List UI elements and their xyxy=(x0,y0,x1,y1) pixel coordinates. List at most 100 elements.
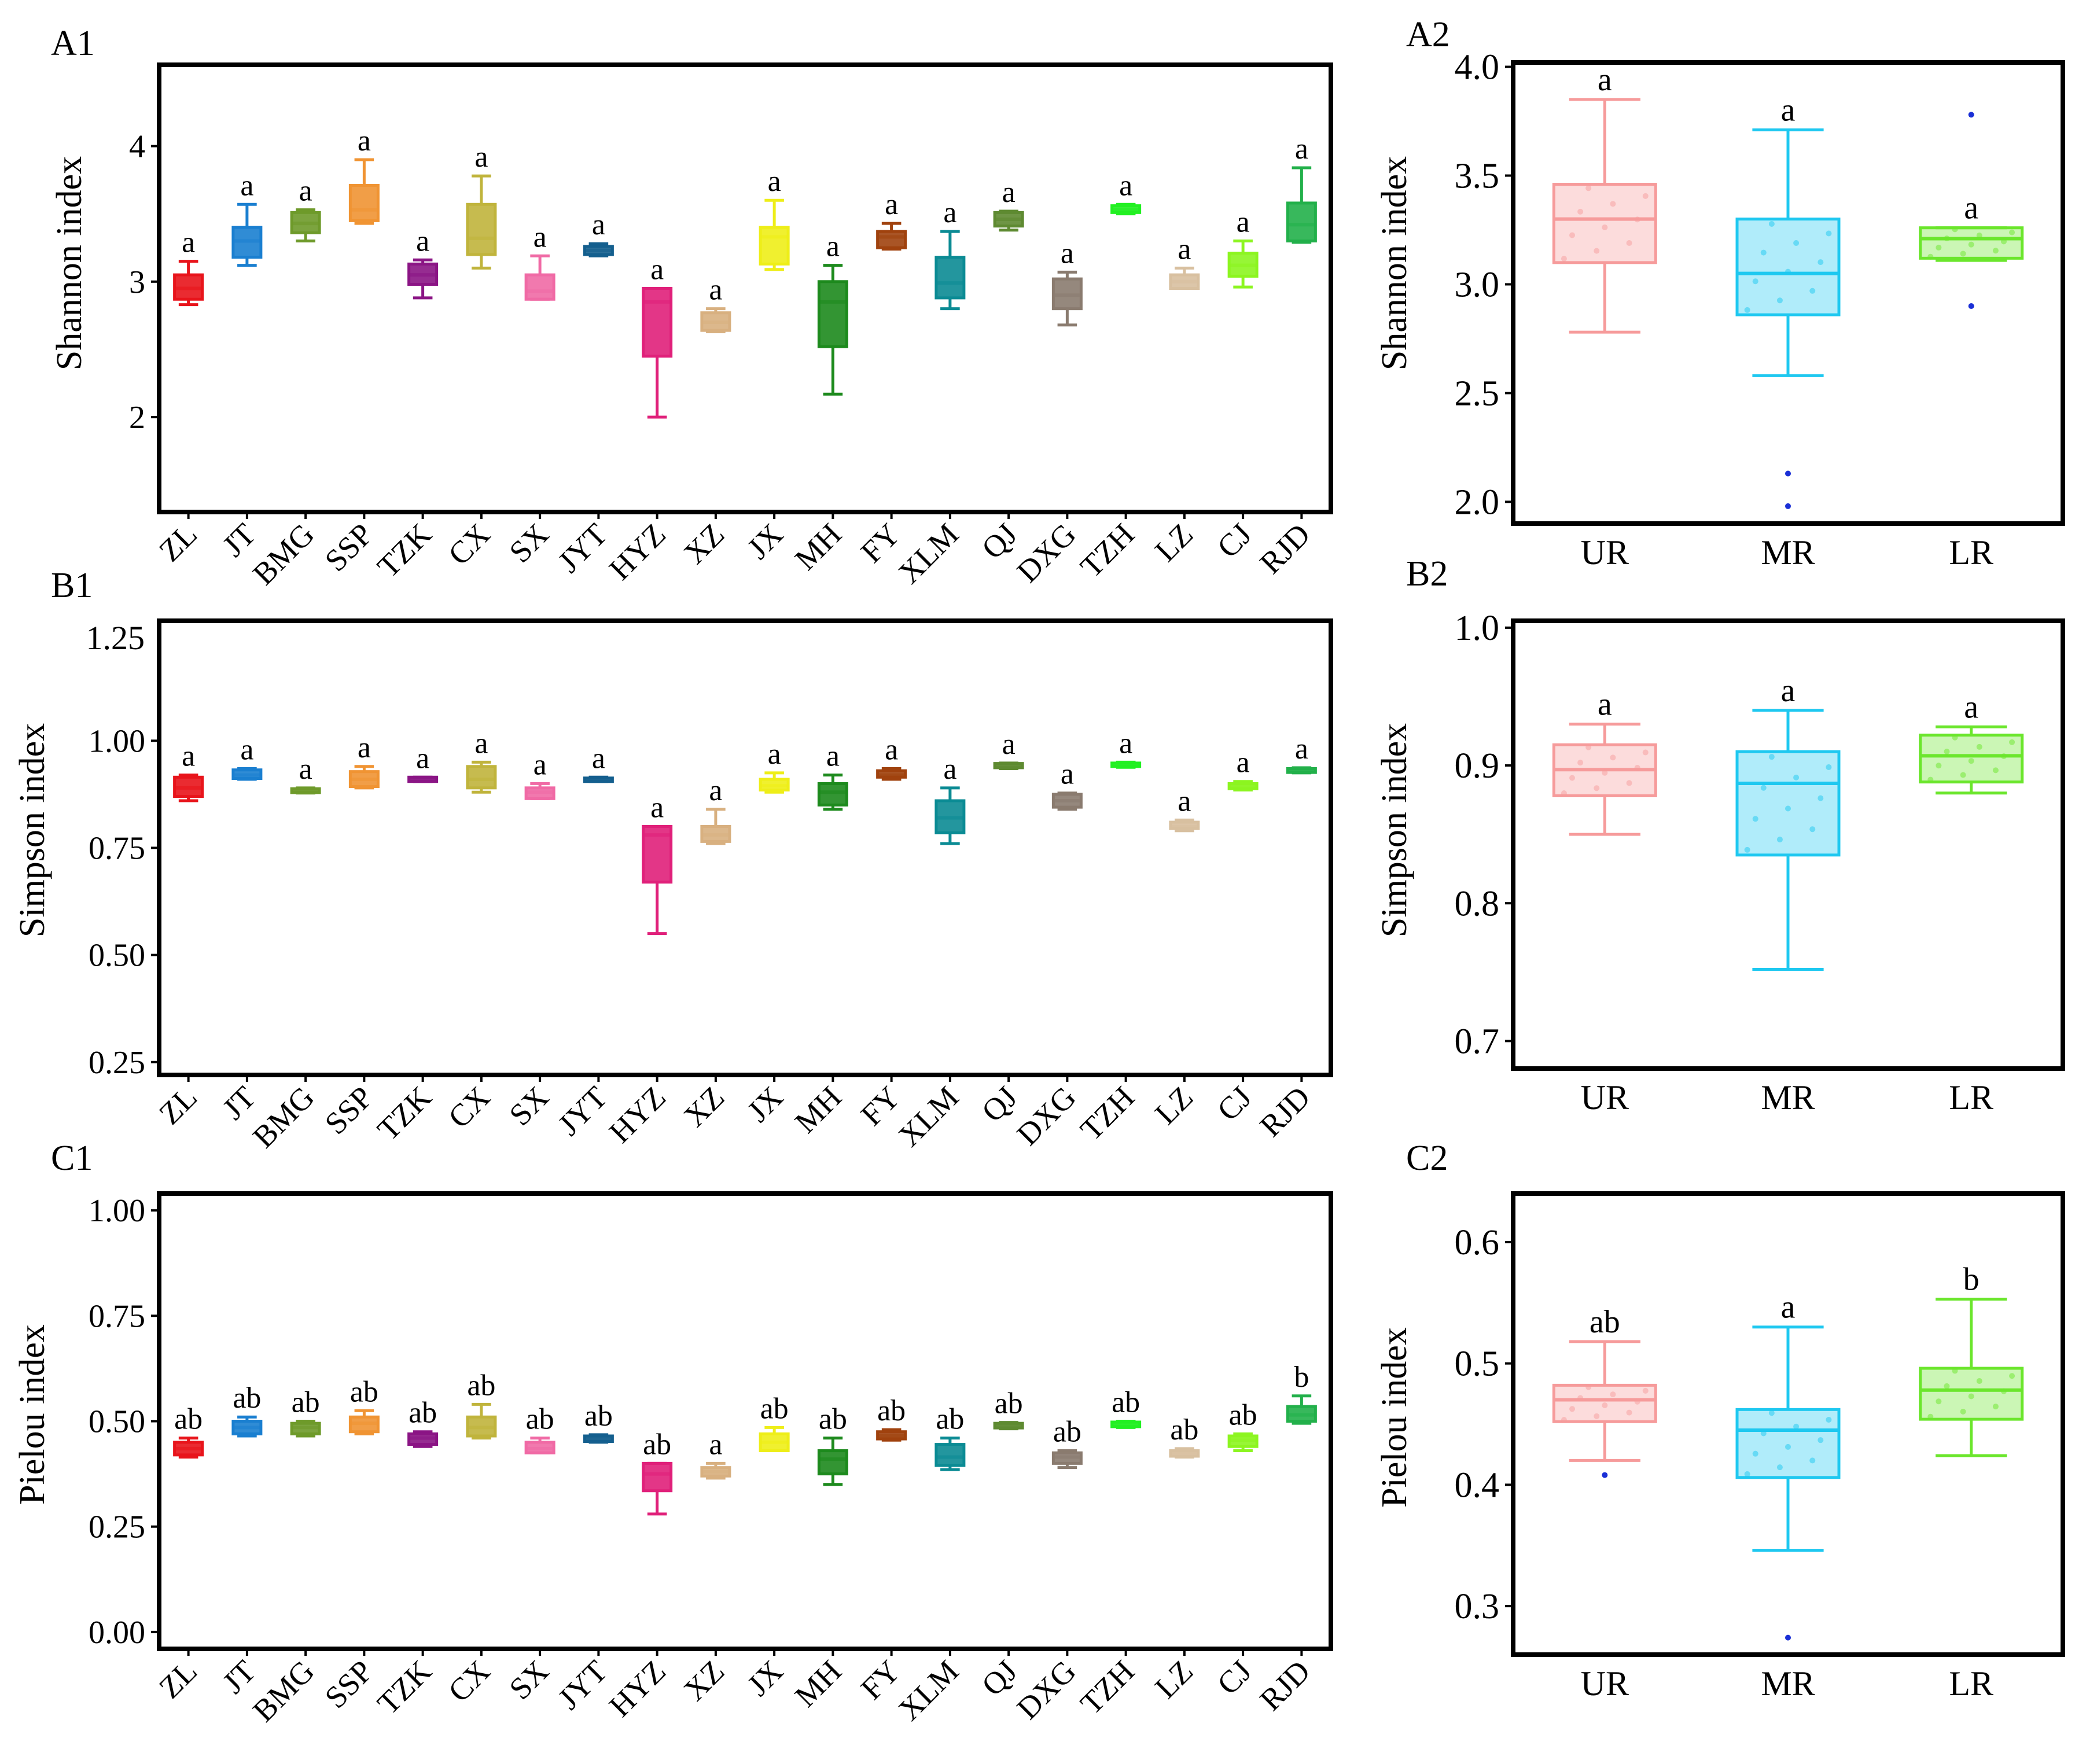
jitter-point xyxy=(1744,846,1750,853)
jitter-point xyxy=(1585,1384,1592,1390)
box-xz: a xyxy=(700,274,731,333)
box-xlm: a xyxy=(935,753,966,845)
box-iqr xyxy=(817,782,848,806)
significance-letter: ab xyxy=(467,1369,495,1402)
box-jt: ab xyxy=(231,1382,263,1438)
box-tzk: ab xyxy=(407,1397,439,1448)
significance-letter: a xyxy=(240,169,253,202)
significance-letter: a xyxy=(182,740,195,773)
significance-letter: a xyxy=(1178,785,1191,817)
outlier-point xyxy=(1785,470,1791,477)
jitter-point xyxy=(1976,232,1982,238)
x-tick-label: CX xyxy=(442,517,496,572)
outlier-point xyxy=(1968,303,1974,310)
jitter-point xyxy=(1785,1443,1791,1450)
box-xlm: ab xyxy=(935,1403,966,1471)
x-tick-label: RJD xyxy=(1253,1653,1317,1717)
significance-letter: a xyxy=(534,748,547,781)
jitter-point xyxy=(1594,785,1600,791)
jitter-point xyxy=(1960,1408,1966,1415)
x-tick-label: RJD xyxy=(1253,517,1317,580)
box-rjd: a xyxy=(1286,732,1317,775)
jitter-point xyxy=(1826,230,1832,237)
box-iqr xyxy=(817,1449,848,1476)
y-axis-title-c2: Pielou index xyxy=(1375,1327,1414,1508)
jitter-point xyxy=(1976,1378,1982,1384)
jitter-point xyxy=(1634,1398,1640,1405)
jitter-point xyxy=(1602,769,1608,776)
panel-label-c1: C1 xyxy=(51,1139,93,1178)
significance-letter: a xyxy=(1237,206,1250,239)
y-tick-label: 2.0 xyxy=(1455,483,1500,522)
x-tick-label: XZ xyxy=(677,1080,731,1133)
x-tick-label: DXG xyxy=(1010,1653,1083,1726)
jitter-point xyxy=(1992,248,1999,254)
box-lr: b xyxy=(1919,1261,2024,1457)
significance-letter: ab xyxy=(936,1403,964,1436)
jitter-point xyxy=(1968,1393,1974,1400)
box-qj: ab xyxy=(993,1387,1024,1431)
y-axis-title-a1: Shannon index xyxy=(50,156,89,370)
y-tick-label-b1-top: 1.25 xyxy=(86,619,145,657)
y-tick-label: 3.5 xyxy=(1455,157,1500,196)
box-mh: a xyxy=(817,230,848,396)
jitter-point xyxy=(2000,1388,2007,1394)
significance-letter: a xyxy=(1295,732,1308,765)
box-qj: a xyxy=(993,176,1024,232)
significance-letter: a xyxy=(416,224,429,257)
x-tick-label: JYT xyxy=(551,1080,614,1142)
box-jx: a xyxy=(759,738,790,794)
jitter-point xyxy=(1785,268,1791,275)
box-sx: a xyxy=(524,748,555,800)
significance-letter: a xyxy=(1002,176,1016,209)
y-tick-label: 1.0 xyxy=(1455,609,1500,648)
panel-b2: 0.7 0.8 0.9 1.0 a a a UR MR LR xyxy=(1455,609,2065,1117)
box-jx: ab xyxy=(759,1392,790,1453)
x-tick-label: ZL xyxy=(152,1653,204,1705)
x-tick-label: CX xyxy=(442,1653,496,1708)
box-ssp: ab xyxy=(348,1375,380,1435)
jitter-point xyxy=(1944,1383,1950,1389)
x-tick-label: SX xyxy=(502,1080,555,1132)
plot-frame xyxy=(157,618,1333,1077)
y-tick-label: 0.50 xyxy=(89,1404,145,1440)
box-ssp: a xyxy=(348,731,380,790)
x-tick-label: LR xyxy=(1949,533,1993,572)
significance-letter: a xyxy=(1061,237,1074,270)
jitter-point xyxy=(1793,774,1800,780)
y-axis-title-b1: Simpson index xyxy=(13,723,52,937)
jitter-point xyxy=(1809,826,1816,833)
box-rjd: b xyxy=(1286,1361,1317,1425)
significance-letter: ab xyxy=(760,1392,789,1425)
outlier-point xyxy=(1602,1472,1608,1478)
jitter-point xyxy=(1976,743,1982,750)
jitter-point xyxy=(1944,235,1950,242)
box-lr: a xyxy=(1919,190,2024,262)
box-tzk: a xyxy=(407,224,439,300)
box-cx: a xyxy=(466,727,497,794)
x-tick-label: TZK xyxy=(370,1080,438,1147)
x-tick-label: CJ xyxy=(1211,1653,1259,1702)
significance-letter: ab xyxy=(1112,1386,1140,1419)
jitter-point xyxy=(1952,1368,1958,1374)
box-tzh: a xyxy=(1110,169,1142,216)
jitter-point xyxy=(1626,1409,1632,1416)
box-mh: ab xyxy=(817,1403,848,1486)
box-cx: ab xyxy=(466,1369,497,1440)
x-tick-label: HYZ xyxy=(602,1080,672,1150)
x-tick-label: UR xyxy=(1581,533,1629,572)
box-rjd: a xyxy=(1286,132,1317,244)
x-tick-label: CX xyxy=(442,1080,496,1135)
jitter-point xyxy=(1826,1416,1832,1423)
box-lz: a xyxy=(1169,233,1200,290)
y-tick-label: 0.6 xyxy=(1455,1223,1500,1262)
jitter-point xyxy=(1818,1437,1824,1443)
significance-letter: a xyxy=(943,753,956,786)
jitter-point xyxy=(2000,238,2007,245)
plot-frame xyxy=(157,1191,1333,1651)
jitter-point xyxy=(1642,193,1649,199)
jitter-point xyxy=(1594,1413,1600,1419)
significance-letter: ab xyxy=(174,1403,203,1436)
